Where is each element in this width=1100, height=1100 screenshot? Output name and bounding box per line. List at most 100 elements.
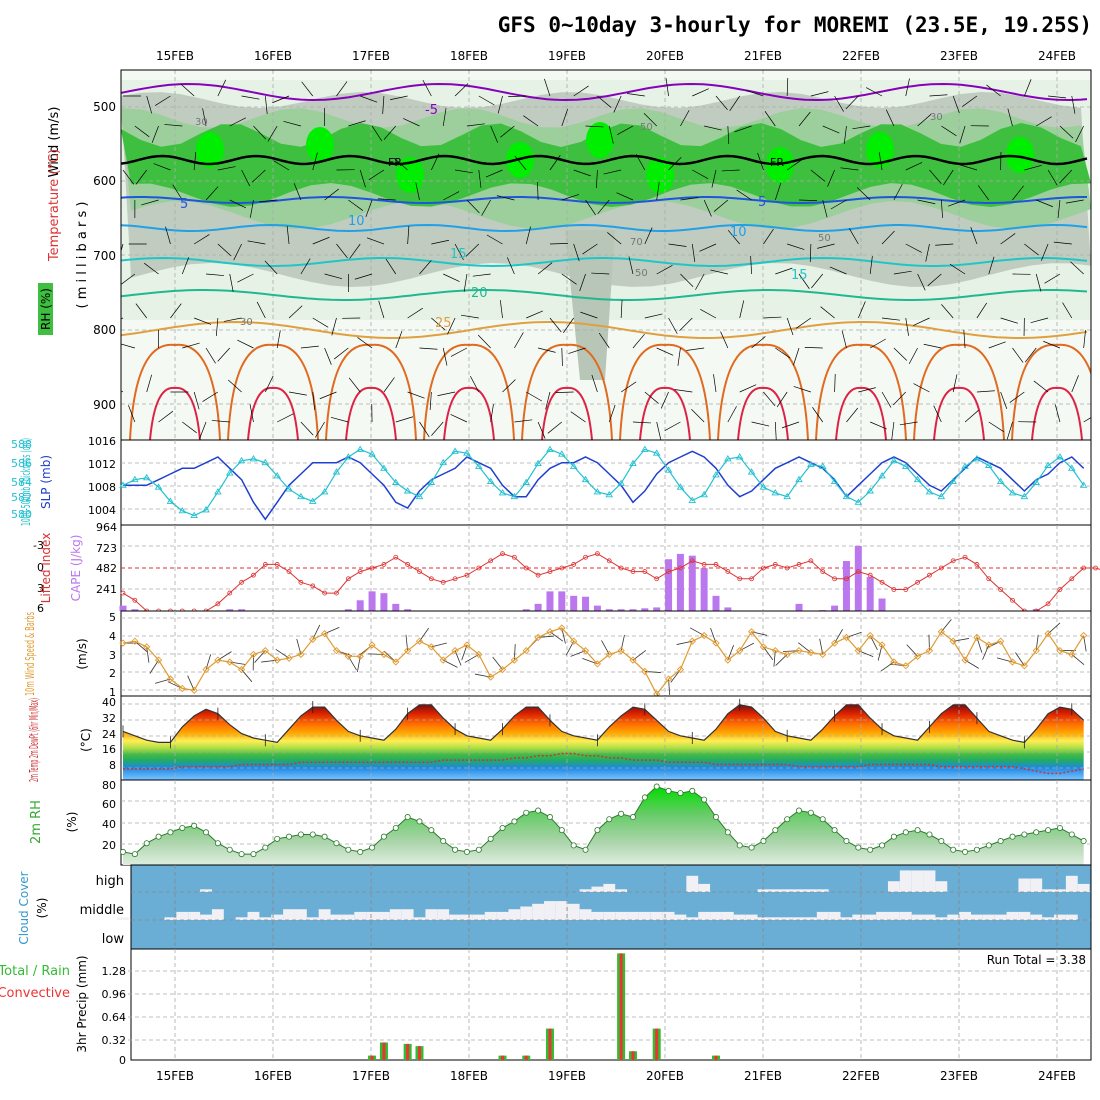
- cloud-bar-middle: [615, 911, 628, 920]
- wind10m-barb: [964, 659, 979, 669]
- wind-barb: [205, 273, 224, 276]
- temp-line: [122, 704, 1085, 744]
- thickness-marker: [522, 478, 531, 485]
- wind-barb: [1024, 243, 1039, 256]
- wind-barb: [121, 343, 135, 349]
- wind-barb: [253, 125, 266, 140]
- rh-marker: [487, 835, 494, 842]
- thickness-tick: 586: [11, 457, 32, 470]
- date-label: 15FEB: [156, 49, 194, 63]
- wind-barb: [366, 237, 385, 245]
- wind-barb: [988, 421, 1005, 433]
- wind10m-barb: [1071, 654, 1085, 666]
- temp-units: (°C): [79, 728, 93, 752]
- rh-marker: [985, 842, 992, 849]
- li-marker: [132, 597, 138, 603]
- wind-barb: [502, 379, 516, 393]
- cloud-bar-middle: [247, 911, 260, 920]
- wind-barb: [893, 270, 912, 275]
- rh-marker: [345, 846, 352, 853]
- thickness-marker: [1068, 464, 1076, 471]
- wind-barb: [933, 405, 942, 423]
- li-marker: [606, 558, 612, 564]
- precip-tick: 0.96: [102, 988, 127, 1001]
- wind-barb: [154, 95, 171, 106]
- li-tick: -3: [33, 539, 44, 552]
- wind-barb: [603, 169, 622, 175]
- wind-barb: [429, 391, 432, 410]
- rh-marker: [1021, 831, 1028, 838]
- wind10m-barb: [1047, 622, 1061, 634]
- wind-barb: [781, 421, 800, 429]
- cloud-bar-middle: [970, 914, 983, 920]
- wind-barb: [454, 83, 469, 97]
- wind-barb: [750, 256, 752, 275]
- wind-barb: [180, 83, 195, 97]
- wind10m-marker: [759, 643, 768, 651]
- wind-barb: [829, 266, 847, 275]
- wind-barb: [1059, 169, 1073, 184]
- wind-barb: [393, 157, 408, 171]
- cloud-bar-middle: [259, 917, 272, 920]
- precip-bar-convective: [631, 1051, 635, 1060]
- thickness-marker: [1056, 453, 1064, 460]
- rh-tongue: [565, 230, 615, 380]
- wind10m-marker: [344, 652, 352, 660]
- rh-marker: [570, 842, 577, 849]
- precip-bar-convective: [714, 1055, 718, 1060]
- wind-barb: [959, 125, 966, 144]
- wind-barb: [811, 273, 824, 289]
- wind-barb: [988, 256, 995, 275]
- date-label: 16FEB: [254, 49, 292, 63]
- wind-barb: [470, 375, 480, 393]
- cloud-bar-middle: [235, 917, 248, 920]
- wind-barb: [1083, 417, 1091, 423]
- thickness-marker: [427, 478, 436, 485]
- wind-barb: [561, 347, 563, 367]
- wind-barb: [751, 421, 770, 427]
- thickness-marker: [119, 481, 127, 488]
- wind-barb: [1059, 125, 1074, 139]
- cloud-cover-panel: high middle low Cloud Cover (%): [17, 864, 1092, 950]
- wind-barb: [580, 311, 598, 319]
- li-marker: [298, 579, 304, 585]
- wind-barb: [450, 414, 468, 423]
- thickness-marker: [285, 485, 293, 492]
- thickness-marker: [131, 475, 139, 483]
- wind-barb: [913, 317, 930, 326]
- wind10m-marker: [249, 650, 258, 659]
- slp-series: [119, 445, 1088, 521]
- isotherm-30: [815, 343, 907, 440]
- wind-barb: [905, 78, 910, 97]
- thickness-marker: [664, 466, 673, 473]
- wind-barb: [870, 338, 886, 349]
- rh-marker: [618, 810, 625, 817]
- thickness-marker: [190, 511, 198, 519]
- cloud-bar-middle: [686, 917, 699, 920]
- precip-grid: [121, 949, 1091, 1060]
- cloud-bar-middle: [472, 914, 485, 920]
- cloud-level-label: middle: [80, 903, 124, 918]
- rh-marker: [131, 851, 138, 858]
- li-marker: [227, 590, 233, 596]
- wind-barb: [1024, 79, 1032, 97]
- rh-marker: [238, 851, 245, 858]
- li-marker: [1010, 597, 1015, 603]
- wind-barb: [377, 198, 396, 201]
- precip-bar-convective: [548, 1028, 552, 1060]
- wind-barb: [917, 199, 936, 205]
- rh2m-panel: 80 60 40 20 2m RH (%): [29, 779, 1092, 866]
- wind-panel-bg: [120, 610, 1092, 697]
- wind10m-marker: [1020, 662, 1028, 670]
- wind-barb: [371, 125, 383, 142]
- wind-barb: [608, 125, 614, 144]
- wind-barb: [500, 125, 515, 138]
- thickness-marker: [546, 445, 554, 452]
- li-marker: [938, 565, 944, 571]
- cape-bar: [1032, 609, 1040, 611]
- rh-label: 70: [630, 237, 643, 248]
- rh-marker: [167, 829, 174, 836]
- cloud-bar-high: [887, 881, 900, 892]
- wind10m-marker: [866, 631, 874, 640]
- freezing-level: [121, 154, 1088, 166]
